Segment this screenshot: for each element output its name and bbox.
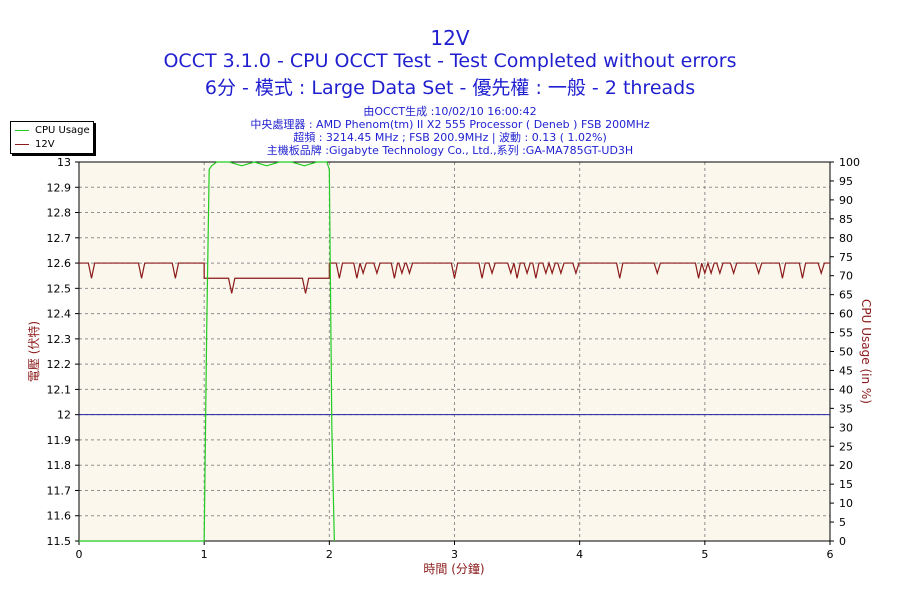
x-tick-label-0: 0 — [76, 548, 83, 561]
legend-item-12v: 12V — [15, 138, 55, 150]
y-tick-label-6: 12.4 — [47, 308, 72, 321]
y-tick-label-1: 12.9 — [47, 181, 72, 194]
x-tick-label-6: 6 — [827, 548, 834, 561]
chart-subtitle-2: 6分 - 模式 : Large Data Set - 優先權 : 一般 - 2 … — [204, 77, 696, 99]
info-cpu: 中央處理器 : AMD Phenom(tm) II X2 555 Process… — [250, 118, 650, 131]
y2-tick-label-8: 60 — [839, 308, 853, 321]
plot-area — [79, 162, 830, 541]
y-tick-label-11: 11.9 — [47, 434, 72, 447]
y-tick-label-8: 12.2 — [47, 358, 72, 371]
y-tick-label-14: 11.6 — [47, 510, 72, 523]
x-axis-title: 時間 (分鐘) — [423, 561, 484, 576]
y-tick-label-5: 12.5 — [47, 282, 72, 295]
y2-tick-label-1: 95 — [839, 175, 853, 188]
y2-axis-title: CPU Usage (in %) — [859, 299, 873, 404]
y-tick-label-10: 12 — [57, 409, 71, 422]
legend-swatch-cpu — [15, 129, 29, 131]
y2-tick-label-14: 30 — [839, 421, 853, 434]
y2-tick-label-0: 100 — [839, 156, 860, 169]
y-tick-label-9: 12.1 — [47, 383, 72, 396]
y2-tick-label-16: 20 — [839, 459, 853, 472]
y2-tick-label-11: 45 — [839, 364, 853, 377]
x-tick-label-4: 4 — [576, 548, 583, 561]
legend-label-12v: 12V — [35, 138, 55, 150]
y-tick-label-15: 11.5 — [47, 535, 72, 548]
series-line-cpu-usage — [79, 161, 335, 542]
y2-tick-label-6: 70 — [839, 270, 853, 283]
y2-tick-label-9: 55 — [839, 327, 853, 340]
y2-tick-label-3: 85 — [839, 213, 853, 226]
y2-tick-label-13: 35 — [839, 402, 853, 415]
y-tick-label-13: 11.7 — [47, 484, 72, 497]
y-tick-label-3: 12.7 — [47, 232, 72, 245]
x-tick-label-5: 5 — [701, 548, 708, 561]
y-tick-label-12: 11.8 — [47, 459, 72, 472]
info-clock: 超頻 : 3214.45 MHz ; FSB 200.9MHz | 波動 : 0… — [293, 131, 607, 144]
legend-label-cpu: CPU Usage — [35, 124, 90, 136]
y-tick-label-0: 13 — [57, 156, 71, 169]
y2-tick-label-20: 0 — [839, 535, 846, 548]
y-tick-label-7: 12.3 — [47, 333, 72, 346]
y2-tick-label-4: 80 — [839, 232, 853, 245]
x-tick-label-3: 3 — [451, 548, 458, 561]
y2-tick-label-10: 50 — [839, 346, 853, 359]
legend-swatch-12v — [15, 143, 29, 145]
y2-tick-label-15: 25 — [839, 440, 853, 453]
chart-legend: CPU Usage 12V — [10, 121, 94, 154]
x-tick-label-2: 2 — [326, 548, 333, 561]
y-axis-title: 電壓 (伏特) — [26, 321, 41, 382]
y2-tick-label-17: 15 — [839, 478, 853, 491]
y-tick-label-4: 12.6 — [47, 257, 72, 270]
chart-title: 12V — [430, 26, 470, 50]
y2-tick-label-7: 65 — [839, 289, 853, 302]
chart-subtitle: OCCT 3.1.0 - CPU OCCT Test - Test Comple… — [163, 50, 737, 72]
y2-tick-label-12: 40 — [839, 383, 853, 396]
info-generated: 由OCCT生成 :10/02/10 16:00:42 — [363, 105, 537, 118]
y2-tick-label-2: 90 — [839, 194, 853, 207]
y2-tick-label-5: 75 — [839, 251, 853, 264]
series-line-12v — [79, 261, 830, 294]
info-motherboard: 主機板品牌 :Gigabyte Technology Co., Ltd.,系列 … — [266, 144, 634, 157]
y2-tick-label-18: 10 — [839, 497, 853, 510]
y2-tick-label-19: 5 — [839, 516, 846, 529]
x-tick-label-1: 1 — [201, 548, 208, 561]
y-tick-label-2: 12.8 — [47, 207, 72, 220]
legend-item-cpu: CPU Usage — [15, 124, 90, 136]
